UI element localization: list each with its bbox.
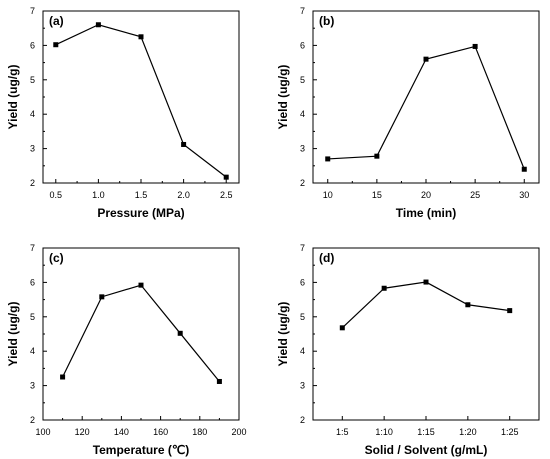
x-tick-label: 120 [75,427,90,437]
x-tick-label: 20 [421,190,431,200]
x-axis-label: Time (min) [396,206,456,220]
data-point-marker [465,302,471,308]
y-tick-label: 6 [300,277,305,287]
y-tick-label: 6 [300,40,305,50]
y-tick-label: 3 [300,144,305,154]
y-tick-label: 3 [30,381,35,391]
y-axis-label: Yield (ug/g) [6,65,20,130]
data-point-marker [472,43,478,49]
data-point-marker [374,153,380,159]
y-tick-label: 4 [30,346,35,356]
plot-frame [42,247,240,421]
y-tick-label: 5 [30,75,35,85]
data-point-marker [53,42,59,48]
x-tick-label: 100 [35,427,50,437]
y-tick-label: 7 [300,243,305,253]
y-tick-label: 4 [300,346,305,356]
x-tick-label: 1:15 [417,427,435,437]
data-point-marker [521,166,527,172]
panel-label: (c) [49,251,64,265]
x-tick-label: 2.5 [220,190,233,200]
y-tick-label: 7 [30,243,35,253]
x-tick-label: 1:20 [459,427,477,437]
x-tick-label: 15 [372,190,382,200]
data-point-marker [216,378,222,384]
y-tick-label: 2 [300,415,305,425]
x-tick-label: 1:5 [336,427,349,437]
panel-label: (b) [319,14,334,28]
panel-label: (d) [319,251,334,265]
y-tick-label: 5 [300,312,305,322]
y-axis-label: Yield (ug/g) [276,302,290,367]
y-tick-label: 2 [300,178,305,188]
panel-label: (a) [49,14,64,28]
chart-panel-4: 2 3 4 5 6 7 1:5 1:10 1:15 1:20 1:25 (d) Solid / Solv… [276,243,540,457]
data-point-marker [507,308,513,314]
chart-panel-1: 2 3 4 5 6 7 0.5 1.0 1.5 2.0 2.5 (a) Pressure (MPa) Yi… [6,6,240,220]
data-point-marker [423,279,429,285]
y-tick-label: 7 [30,6,35,16]
chart-panel-3: 2 3 4 5 6 7 100 120 140 160 180 200 (c) Temperature (… [6,243,247,457]
y-tick-label: 2 [30,178,35,188]
x-tick-label: 10 [323,190,333,200]
x-tick-label: 25 [470,190,480,200]
data-point-marker [95,22,101,28]
y-tick-label: 5 [300,75,305,85]
x-tick-label: 0.5 [50,190,63,200]
data-point-marker [177,330,183,336]
x-axis-label: Solid / Solvent (g/mL) [365,443,488,457]
y-tick-label: 3 [300,381,305,391]
chart-panel-2: 2 3 4 5 6 7 10 15 20 25 30 (b) Time (min) Yield (ug/g… [276,6,540,220]
y-tick-label: 6 [30,277,35,287]
y-tick-label: 2 [30,415,35,425]
y-axis-label: Yield (ug/g) [6,302,20,367]
y-tick-label: 7 [300,6,305,16]
x-tick-label: 2.0 [177,190,190,200]
x-tick-label: 140 [114,427,129,437]
x-axis-label: Pressure (MPa) [97,206,184,220]
series-line [55,24,227,178]
y-tick-label: 3 [30,144,35,154]
y-tick-label: 4 [300,109,305,119]
x-tick-label: 30 [519,190,529,200]
x-tick-label: 1.5 [135,190,148,200]
data-point-marker [381,285,387,291]
x-tick-label: 160 [153,427,168,437]
x-tick-label: 1:25 [501,427,519,437]
data-point-marker [60,374,66,380]
series-line [341,281,510,329]
data-point-marker [339,325,345,331]
x-axis-label: Temperature (℃) [93,443,190,457]
y-tick-label: 6 [30,40,35,50]
data-point-marker [223,174,229,180]
y-tick-label: 5 [30,312,35,322]
plot-frame [312,10,540,184]
x-tick-label: 180 [192,427,207,437]
y-tick-label: 4 [30,109,35,119]
y-axis-label: Yield (ug/g) [276,65,290,130]
data-point-marker [138,34,144,40]
x-tick-label: 200 [231,427,246,437]
series-line [327,45,525,170]
data-point-marker [423,56,429,62]
data-point-marker [138,282,144,288]
data-point-marker [99,294,105,300]
data-point-marker [325,156,331,162]
plot-frame [312,247,540,421]
x-tick-label: 1:10 [375,427,393,437]
x-tick-label: 1.0 [92,190,105,200]
data-point-marker [181,141,187,147]
series-line [62,284,220,382]
